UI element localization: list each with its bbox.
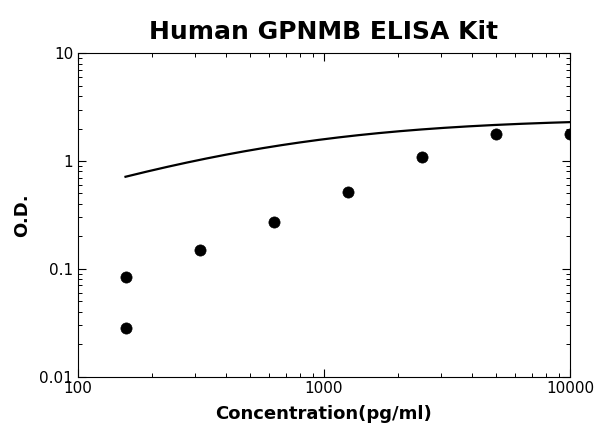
Point bbox=[195, 247, 205, 254]
Y-axis label: O.D.: O.D. bbox=[13, 193, 31, 237]
Point bbox=[269, 219, 278, 226]
Point bbox=[565, 130, 575, 137]
Point bbox=[417, 154, 427, 161]
Point bbox=[343, 188, 353, 195]
X-axis label: Concentration(pg/ml): Concentration(pg/ml) bbox=[215, 405, 433, 423]
Point bbox=[121, 274, 130, 281]
Title: Human GPNMB ELISA Kit: Human GPNMB ELISA Kit bbox=[149, 20, 499, 44]
Point bbox=[491, 130, 501, 137]
Point bbox=[121, 325, 130, 332]
